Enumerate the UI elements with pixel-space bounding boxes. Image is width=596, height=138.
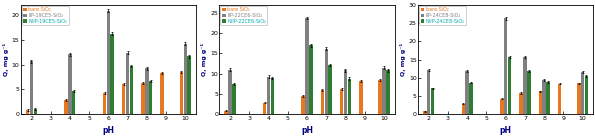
- Bar: [26, 110, 29, 114]
- Bar: [72, 91, 76, 114]
- Bar: [386, 71, 390, 114]
- Bar: [64, 100, 68, 114]
- Bar: [30, 61, 33, 114]
- Bar: [149, 81, 153, 114]
- Bar: [160, 73, 164, 114]
- Bar: [581, 72, 584, 114]
- Bar: [122, 84, 126, 114]
- Bar: [110, 34, 114, 114]
- Bar: [130, 66, 133, 114]
- Bar: [539, 91, 542, 114]
- Bar: [33, 109, 37, 114]
- Bar: [469, 83, 473, 114]
- Bar: [103, 93, 106, 114]
- Bar: [585, 76, 588, 114]
- Bar: [271, 78, 274, 114]
- Legend: bare SiO₂, IIP-24CE8-SiO₂, NIIP-24CE8-SiO₂: bare SiO₂, IIP-24CE8-SiO₂, NIIP-24CE8-Si…: [419, 6, 466, 25]
- Bar: [228, 70, 232, 114]
- Bar: [107, 11, 110, 114]
- Bar: [232, 84, 235, 114]
- Bar: [309, 45, 312, 114]
- Bar: [267, 77, 270, 114]
- Bar: [382, 68, 386, 114]
- Y-axis label: Q, mg g⁻¹: Q, mg g⁻¹: [201, 43, 207, 76]
- Bar: [141, 83, 145, 114]
- Bar: [187, 56, 191, 114]
- Bar: [547, 82, 550, 114]
- Bar: [305, 18, 309, 114]
- Bar: [184, 44, 187, 114]
- Bar: [126, 53, 129, 114]
- X-axis label: pH: pH: [499, 126, 512, 135]
- X-axis label: pH: pH: [301, 126, 313, 135]
- Legend: bare SiO₂, IIP-22CE6-SiO₂, NIIP-22CE6-SiO₂: bare SiO₂, IIP-22CE6-SiO₂, NIIP-22CE6-Si…: [221, 6, 268, 25]
- Bar: [263, 103, 266, 114]
- Bar: [519, 93, 523, 114]
- Bar: [462, 104, 465, 114]
- Bar: [504, 18, 507, 114]
- Bar: [68, 54, 72, 114]
- Bar: [427, 70, 430, 114]
- X-axis label: pH: pH: [103, 126, 114, 135]
- Bar: [577, 83, 581, 114]
- Legend: bare SiO₂, IIP-19CE5-SiO₂, NIIP-19CE5-SiO₂: bare SiO₂, IIP-19CE5-SiO₂, NIIP-19CE5-Si…: [22, 6, 69, 25]
- Bar: [344, 71, 347, 114]
- Bar: [328, 65, 332, 114]
- Bar: [359, 81, 362, 114]
- Bar: [225, 111, 228, 114]
- Y-axis label: Q, mg g⁻¹: Q, mg g⁻¹: [400, 43, 406, 76]
- Bar: [508, 57, 511, 114]
- Bar: [325, 49, 328, 114]
- Bar: [523, 57, 527, 114]
- Bar: [340, 89, 343, 114]
- Bar: [321, 90, 324, 114]
- Bar: [465, 71, 469, 114]
- Bar: [347, 79, 351, 114]
- Bar: [431, 88, 434, 114]
- Bar: [302, 96, 305, 114]
- Bar: [558, 84, 561, 114]
- Bar: [527, 71, 530, 114]
- Y-axis label: Q, mg g⁻¹: Q, mg g⁻¹: [3, 43, 9, 76]
- Bar: [378, 80, 382, 114]
- Bar: [180, 72, 183, 114]
- Bar: [542, 80, 546, 114]
- Bar: [423, 111, 427, 114]
- Bar: [145, 68, 148, 114]
- Bar: [500, 99, 504, 114]
